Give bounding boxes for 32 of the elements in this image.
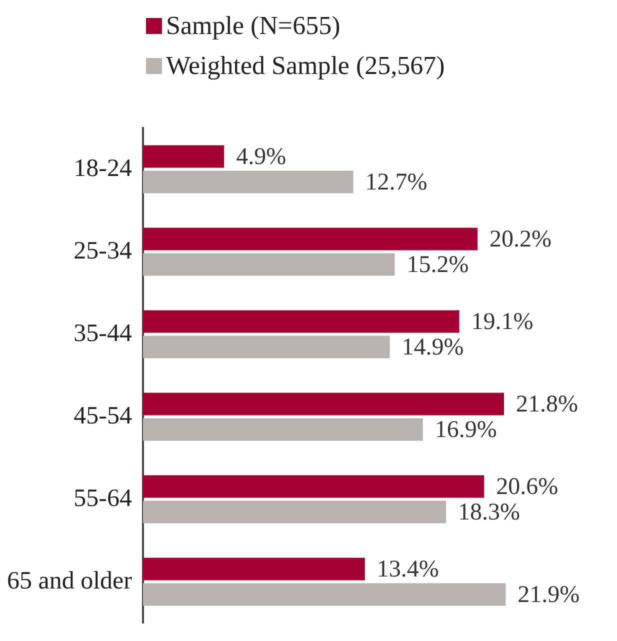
data-label: 15.2% [406,252,469,278]
data-label: 21.8% [516,391,578,418]
bar [142,310,460,333]
data-label: 4.9% [236,144,286,170]
data-label: 21.9% [518,582,580,608]
data-label: 14.9% [402,334,464,360]
bar [142,336,390,358]
y-tick-label: 45-54 [74,402,132,430]
data-label: 20.6% [496,474,558,500]
bar [142,500,446,524]
bar [142,253,395,276]
bar [142,392,504,416]
bar [142,418,423,441]
bar [142,475,484,498]
y-tick-label: 18-24 [74,154,132,182]
bar [142,583,506,606]
legend-label: Sample (N=655) [166,11,340,41]
y-tick-label: 55-64 [74,484,132,512]
data-label: 13.4% [376,556,439,582]
bar [142,170,354,194]
data-label: 18.3% [458,499,520,526]
bar [142,228,478,250]
y-tick-label: 25-34 [74,237,132,264]
data-label: 19.1% [471,308,534,335]
legend-label: Weighted Sample (25,567) [166,51,445,81]
bar [142,145,224,168]
data-label: 16.9% [434,416,497,443]
bar [142,558,365,580]
y-tick-label: 35-44 [74,320,132,347]
data-label: 20.2% [490,226,552,252]
data-label: 12.7% [365,169,428,196]
y-tick-label: 65 and older [6,567,133,594]
